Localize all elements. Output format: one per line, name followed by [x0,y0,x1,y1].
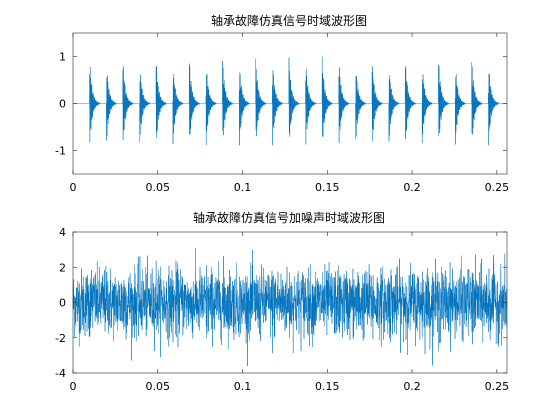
subplot-1-title: 轴承故障仿真信号时域波形图 [211,13,367,28]
x-tick-label: 0.05 [146,380,171,393]
x-tick-label: 0.25 [485,181,510,194]
x-tick-label: 0 [70,380,77,393]
x-tick-label: 0.25 [485,380,510,393]
x-tick-label: 0.1 [234,181,252,194]
subplot-2-title: 轴承故障仿真信号加噪声时域波形图 [193,210,385,225]
x-tick-label: 0.15 [315,181,340,194]
subplot-2: 轴承故障仿真信号加噪声时域波形图 0 0.05 0.1 0.15 0.2 0.25 -4 -2… [55,210,509,393]
y-tick-label: 0 [59,297,66,310]
y-tick-label: -1 [55,145,66,158]
subplot-1-series-line [73,56,507,146]
x-tick-label: 0.2 [403,380,421,393]
x-tick-label: 0.1 [234,380,252,393]
x-tick-label: 0 [70,181,77,194]
y-tick-label: 4 [59,226,66,239]
y-tick-label: 2 [59,261,66,274]
subplot-2-series-line [72,248,508,366]
y-tick-label: 1 [59,51,66,64]
x-tick-label: 0.2 [403,181,421,194]
y-tick-label: 0 [59,98,66,111]
y-tick-label: -4 [55,367,66,380]
y-tick-label: -2 [55,332,66,345]
subplot-1: 轴承故障仿真信号时域波形图 0 0.05 0.1 0.15 0.2 0.25 -1 0 1 [55,13,509,194]
x-tick-label: 0.15 [315,380,340,393]
x-tick-label: 0.05 [146,181,171,194]
